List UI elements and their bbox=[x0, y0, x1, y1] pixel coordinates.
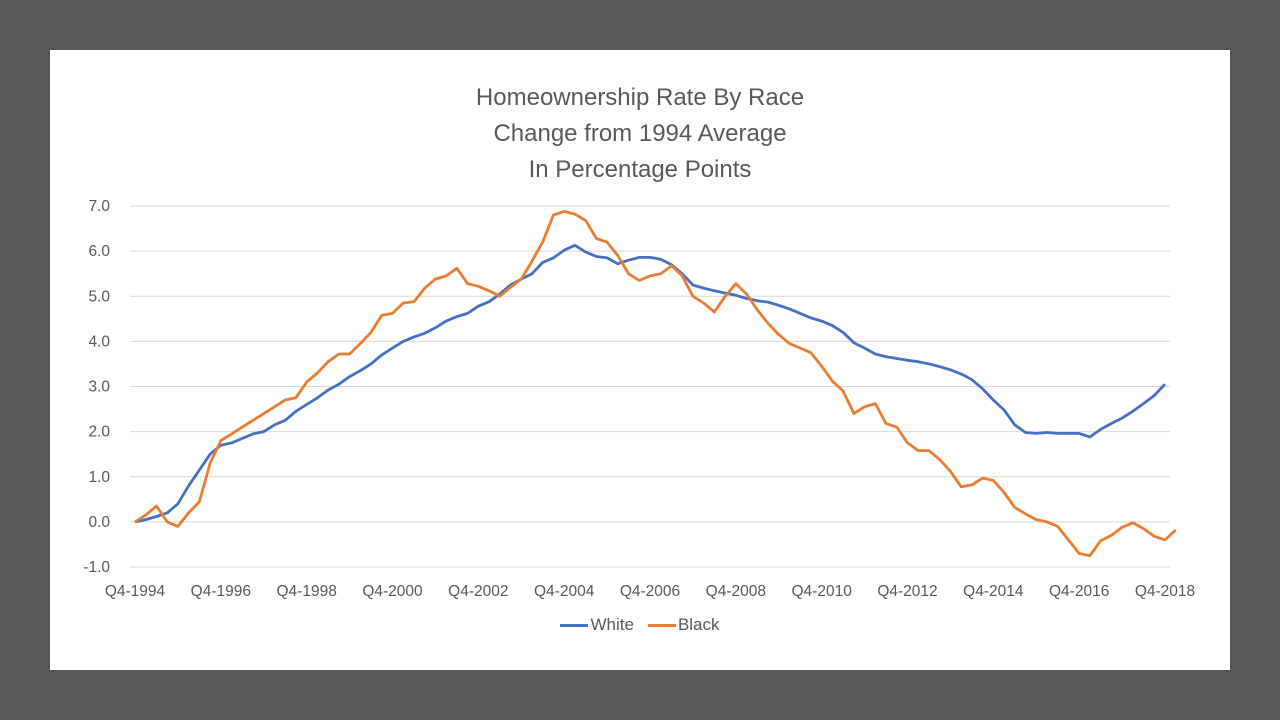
y-tick-label: 7.0 bbox=[88, 198, 110, 215]
x-tick-label: Q4-2002 bbox=[448, 583, 508, 600]
y-tick-label: 6.0 bbox=[88, 243, 110, 260]
series-lines bbox=[134, 209, 1177, 558]
legend-label-black: Black bbox=[677, 615, 720, 634]
gridlines bbox=[130, 205, 1170, 568]
x-tick-label: Q4-2006 bbox=[620, 583, 680, 600]
x-tick-label: Q4-1998 bbox=[277, 583, 337, 600]
x-tick-label: Q4-2014 bbox=[963, 583, 1024, 600]
x-tick-label: Q4-1996 bbox=[191, 583, 251, 600]
series-line-black bbox=[134, 209, 1177, 558]
chart-title-line-2: Change from 1994 Average bbox=[493, 120, 787, 147]
legend-label-white: White bbox=[590, 615, 634, 634]
x-tick-label: Q4-1994 bbox=[105, 583, 166, 600]
x-axis-ticks: Q4-1994 Q4-1996 Q4-1998 Q4-2000 Q4-2002 Q4-20… bbox=[105, 583, 1195, 600]
legend-item-white: White bbox=[560, 615, 634, 635]
legend-item-black: Black bbox=[647, 615, 720, 635]
x-tick-label: Q4-2004 bbox=[534, 583, 595, 600]
x-tick-label: Q4-2008 bbox=[706, 583, 766, 600]
legend-swatch-white bbox=[560, 623, 589, 627]
series-line-white bbox=[134, 243, 1167, 524]
y-tick-label: 3.0 bbox=[88, 379, 110, 396]
y-tick-label: 4.0 bbox=[88, 333, 110, 350]
y-tick-label: 5.0 bbox=[88, 288, 110, 305]
y-axis-ticks: 7.0 6.0 5.0 4.0 3.0 2.0 1.0 0.0 -1.0 bbox=[83, 198, 110, 576]
legend: White Black bbox=[0, 615, 1280, 635]
legend-swatch-black bbox=[647, 623, 676, 627]
y-tick-label: 1.0 bbox=[88, 469, 110, 486]
x-tick-label: Q4-2000 bbox=[362, 583, 423, 600]
chart-title-line-1: Homeownership Rate By Race bbox=[475, 84, 805, 111]
x-tick-label: Q4-2016 bbox=[1049, 583, 1109, 600]
x-tick-label: Q4-2012 bbox=[877, 583, 937, 600]
y-tick-label: -1.0 bbox=[83, 559, 110, 576]
x-tick-label: Q4-2018 bbox=[1135, 583, 1195, 600]
x-tick-label: Q4-2010 bbox=[792, 583, 853, 600]
y-tick-label: 2.0 bbox=[88, 424, 110, 441]
chart-title-line-3: In Percentage Points bbox=[528, 156, 752, 183]
y-tick-label: 0.0 bbox=[88, 514, 110, 531]
